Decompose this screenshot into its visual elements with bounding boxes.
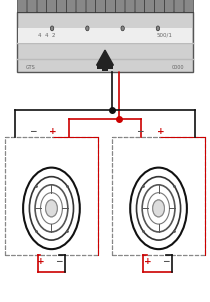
Bar <box>115 0 124 12</box>
Text: −: − <box>162 257 170 266</box>
Bar <box>154 0 164 12</box>
Bar <box>95 0 105 12</box>
Bar <box>66 0 75 12</box>
Bar <box>27 0 36 12</box>
Bar <box>17 12 193 72</box>
Circle shape <box>153 200 164 217</box>
Circle shape <box>29 177 74 240</box>
Text: −: − <box>55 257 63 266</box>
Bar <box>5 137 98 255</box>
Bar <box>86 0 95 12</box>
Bar <box>102 68 108 71</box>
Polygon shape <box>97 50 113 65</box>
Circle shape <box>23 168 80 249</box>
Bar <box>174 0 183 12</box>
Circle shape <box>136 177 181 240</box>
Bar <box>17 0 26 12</box>
Text: +: + <box>144 257 151 266</box>
Text: +: + <box>50 127 57 136</box>
Circle shape <box>35 185 68 232</box>
Bar <box>46 0 56 12</box>
Circle shape <box>156 26 160 31</box>
Circle shape <box>130 168 187 249</box>
Bar <box>76 0 85 12</box>
Bar <box>56 0 66 12</box>
Circle shape <box>46 200 57 217</box>
Bar <box>184 0 193 12</box>
Bar <box>112 137 205 255</box>
Circle shape <box>41 193 62 224</box>
Text: GTS: GTS <box>26 65 35 70</box>
Text: 0000: 0000 <box>172 65 184 70</box>
Bar <box>144 0 154 12</box>
Text: 4  4  2: 4 4 2 <box>38 33 55 38</box>
Bar <box>97 65 113 69</box>
Circle shape <box>50 26 54 31</box>
Text: −: − <box>29 127 37 136</box>
Circle shape <box>86 26 89 31</box>
Text: −: − <box>136 127 144 136</box>
Bar <box>37 0 46 12</box>
Circle shape <box>148 193 169 224</box>
Text: +: + <box>157 127 164 136</box>
Bar <box>164 0 173 12</box>
Circle shape <box>153 200 164 217</box>
Circle shape <box>121 26 124 31</box>
Bar <box>18 28 192 43</box>
Bar <box>125 0 134 12</box>
Text: 500/1: 500/1 <box>156 33 172 38</box>
Circle shape <box>46 200 57 217</box>
Bar <box>135 0 144 12</box>
Bar <box>105 0 115 12</box>
Circle shape <box>142 185 175 232</box>
Text: +: + <box>37 257 44 266</box>
